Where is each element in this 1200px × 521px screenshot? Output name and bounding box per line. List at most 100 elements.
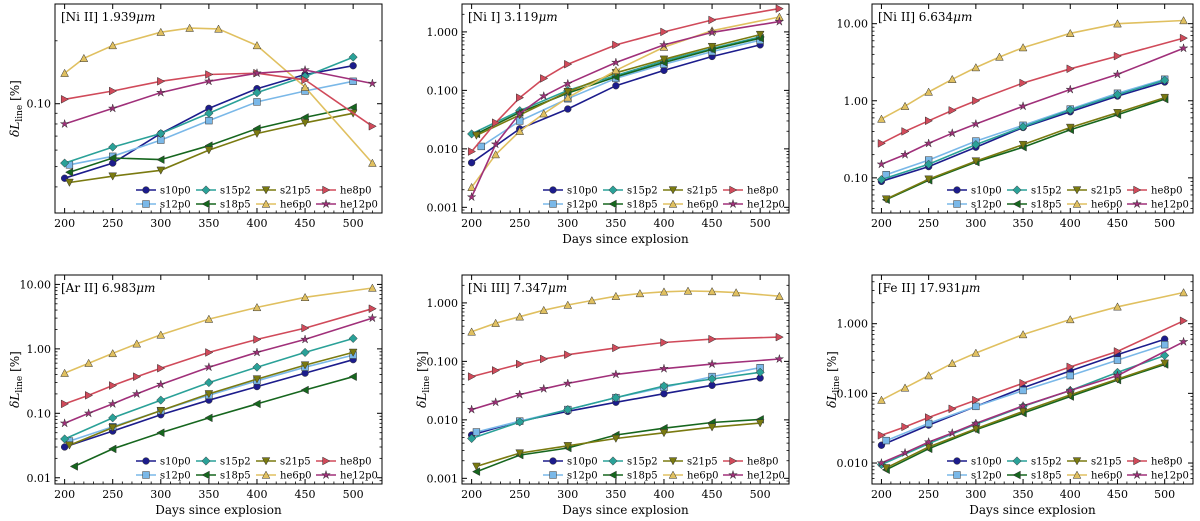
x-tick-label: 250 [918, 217, 939, 230]
data-point-he6p0 [707, 287, 717, 296]
x-tick-label: 200 [54, 488, 75, 501]
data-point-he8p0 [1179, 316, 1188, 326]
x-axis-label: Days since explosion [969, 503, 1096, 517]
legend-marker [320, 469, 332, 480]
y-axis-label: δLline [%] [8, 351, 25, 408]
legend-label: he12p0 [747, 471, 785, 482]
legend-label: s21p5 [280, 457, 311, 468]
data-point-he6p0 [132, 339, 142, 348]
data-point-he12p0 [203, 361, 214, 372]
data-point-he6p0 [108, 348, 118, 358]
data-point-he6p0 [971, 348, 981, 357]
y-tick-label: 0.10 [844, 172, 869, 185]
x-axis-label: Days since explosion [562, 232, 689, 246]
legend-item-s12p0: s12p0 [543, 471, 598, 482]
legend-marker [727, 469, 739, 480]
legend-item-s18p5: s18p5 [196, 200, 251, 211]
data-point-s21p5 [515, 449, 525, 458]
plot-area [466, 286, 785, 476]
x-tick-label: 200 [871, 217, 892, 230]
data-point-s15p2 [108, 142, 118, 152]
x-tick-label: 350 [605, 217, 626, 230]
data-point-s15p2 [156, 128, 166, 139]
data-point-s15p2 [515, 417, 525, 427]
panel-title: [Fe II] 17.931μm [878, 281, 980, 295]
data-point-s21p5 [563, 88, 573, 97]
x-tick-label: 450 [1107, 217, 1128, 230]
data-point-he8p0 [948, 106, 957, 115]
data-point-he6p0 [900, 101, 910, 110]
legend-marker [668, 186, 678, 195]
data-point-he12p0 [610, 369, 621, 379]
legend-label: s15p2 [627, 457, 658, 468]
legend-marker [201, 456, 211, 466]
data-point-s21p5 [755, 419, 765, 428]
data-point-s18p5 [348, 372, 357, 382]
data-point-s15p2 [971, 140, 981, 150]
data-point-he12p0 [367, 78, 378, 88]
data-point-s12p0 [1019, 386, 1027, 395]
x-tick-label: 450 [702, 488, 723, 501]
legend-item-s21p5: s21p5 [256, 457, 311, 468]
x-tick-label: 350 [1013, 488, 1034, 501]
y-tick-label: 0.100 [427, 355, 459, 368]
data-point-s12p0 [1161, 341, 1169, 349]
data-point-he8p0 [467, 372, 477, 381]
data-point-s15p2 [204, 108, 214, 118]
legend-item-he12p0: he12p0 [1127, 198, 1189, 211]
data-point-he6p0 [539, 109, 549, 118]
data-point-he6p0 [924, 87, 933, 96]
legend-item-he6p0: he6p0 [663, 200, 718, 211]
data-point-he8p0 [660, 338, 669, 347]
data-point-he8p0 [467, 147, 477, 156]
data-point-he8p0 [660, 27, 669, 37]
y-tick-label: 10.00 [20, 278, 52, 291]
data-point-he12p0 [1178, 336, 1189, 347]
plot-area [59, 23, 378, 187]
y-tick-label: 0.100 [837, 387, 869, 400]
data-point-s21p5 [659, 429, 669, 438]
data-point-he8p0 [85, 391, 94, 400]
data-point-s10p0 [349, 62, 357, 70]
x-axis-label: Days since explosion [155, 503, 282, 517]
legend-marker [953, 457, 961, 465]
legend-item-he12p0: he12p0 [316, 469, 378, 482]
x-tick-label: 500 [343, 488, 364, 501]
data-point-s21p5 [65, 441, 74, 450]
data-point-he12p0 [707, 27, 718, 37]
data-point-he12p0 [466, 191, 477, 202]
y-tick-label: 0.010 [427, 143, 459, 156]
legend-marker [953, 200, 961, 208]
y-tick-label: 0.100 [427, 84, 459, 97]
data-point-s15p2 [60, 158, 70, 168]
legend-item-he8p0: he8p0 [723, 457, 778, 468]
data-point-he8p0 [60, 94, 70, 104]
legend-marker [953, 186, 961, 194]
legend-label: s12p0 [971, 471, 1002, 482]
legend-label: s21p5 [280, 186, 311, 197]
legend-item-s18p5: s18p5 [603, 471, 658, 482]
data-point-s21p5 [472, 462, 481, 471]
legend-marker [142, 471, 150, 479]
data-point-he12p0 [923, 138, 934, 148]
chart-panel-4: 200 250 300 350 400 450 500 0.01 0.10 1.00 10.00 Da… [8, 274, 383, 517]
data-point-s15p2 [467, 433, 477, 444]
data-point-s18p5 [156, 155, 165, 164]
legend-marker [549, 200, 557, 208]
data-point-s21p5 [156, 406, 166, 416]
series-line-he6p0 [881, 19, 1184, 120]
legend-item-s10p0: s10p0 [947, 186, 1002, 197]
data-point-he12p0 [107, 103, 118, 113]
legend-label: s12p0 [971, 200, 1002, 211]
legend-label: s15p2 [220, 457, 251, 468]
legend-item-s10p0: s10p0 [543, 457, 598, 468]
y-tick-label: 0.010 [427, 414, 459, 427]
legend-label: s21p5 [687, 457, 718, 468]
data-point-he6p0 [60, 368, 69, 377]
data-point-he8p0 [109, 86, 118, 96]
data-point-he8p0 [301, 323, 310, 333]
legend-marker [608, 456, 618, 466]
data-point-s18p5 [204, 413, 213, 423]
data-point-he12p0 [707, 358, 718, 369]
